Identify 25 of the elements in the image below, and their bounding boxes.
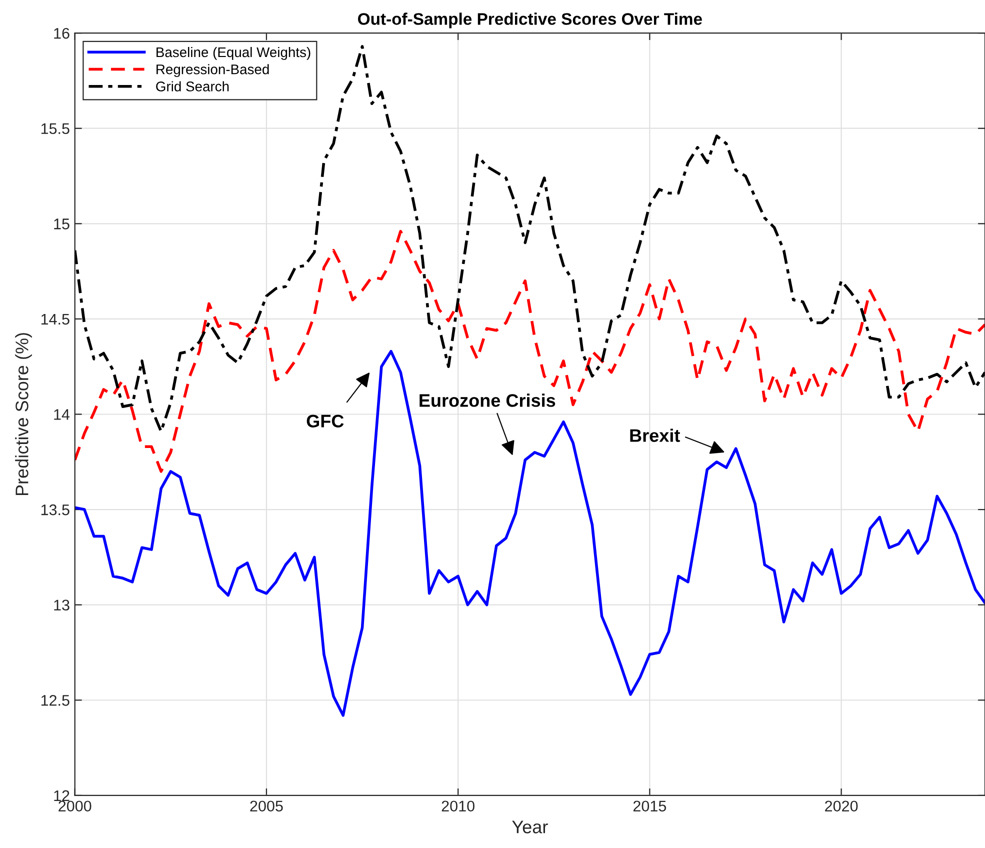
y-tick-label: 14 [54, 409, 70, 420]
legend-label: Regression-Based [156, 64, 269, 78]
x-tick-label: 2005 [250, 800, 283, 812]
y-tick-label: 14.5 [41, 314, 70, 325]
y-tick-label: 15.5 [41, 123, 70, 134]
x-tick-label: 2020 [825, 800, 858, 812]
y-tick-label: 15 [54, 218, 70, 230]
x-tick-label: 2010 [442, 800, 474, 812]
x-axis-title: Year [512, 820, 548, 834]
y-tick-label: 16 [54, 28, 70, 39]
y-tick-label: 12.5 [41, 695, 70, 706]
x-tick-label: 2000 [58, 800, 92, 812]
chart-title: Out-of-Sample Predictive Scores Over Time [358, 12, 702, 28]
annotation: Eurozone Crisis [420, 394, 556, 407]
x-tick-label: 2015 [633, 800, 666, 812]
line-series [74, 230, 985, 473]
line-series [74, 350, 985, 717]
annotation: Brexit [630, 428, 680, 442]
y-axis-title: Predictive Score (%) [15, 333, 32, 496]
annotation: GFC [306, 414, 344, 428]
y-tick-label: 13.5 [41, 504, 70, 516]
y-tick-label: 13 [54, 600, 70, 611]
legend-label: Baseline (Equal Weights) [156, 46, 310, 60]
y-tick-label: 12 [54, 790, 70, 801]
legend-label: Grid Search [156, 81, 229, 92]
